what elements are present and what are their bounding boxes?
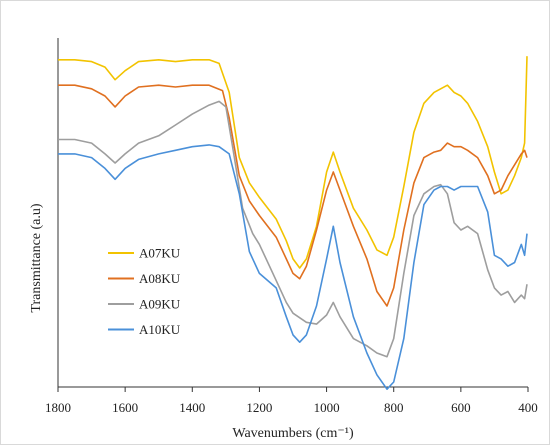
- series-line-a08ku: [58, 84, 528, 307]
- axes: 1800 1600 1400 1200 1000 800 600 400: [45, 38, 538, 415]
- y-axis-label: Transmittance (a.u): [29, 203, 44, 312]
- x-tick-label: 800: [384, 400, 404, 415]
- x-tick-label: 1400: [179, 400, 205, 415]
- x-tick-label: 1200: [246, 400, 272, 415]
- legend-label-a08ku: A08KU: [139, 271, 181, 286]
- series-line-a09ku: [58, 100, 528, 358]
- legend-label-a09ku: A09KU: [139, 297, 181, 312]
- series-layer: [58, 56, 528, 390]
- x-axis-label: Wavenumbers (cm⁻¹): [232, 426, 354, 441]
- x-tick-label: 400: [518, 400, 538, 415]
- x-tick-label: 600: [451, 400, 471, 415]
- x-tick-label: 1800: [45, 400, 71, 415]
- x-tick-label: 1000: [314, 400, 340, 415]
- legend: A07KU A08KU A09KU A10KU: [108, 246, 181, 337]
- series-line-a10ku: [58, 144, 528, 390]
- legend-label-a07ku: A07KU: [139, 246, 181, 261]
- legend-label-a10ku: A10KU: [139, 322, 181, 337]
- series-line-a07ku: [58, 56, 528, 269]
- x-tick-label: 1600: [112, 400, 138, 415]
